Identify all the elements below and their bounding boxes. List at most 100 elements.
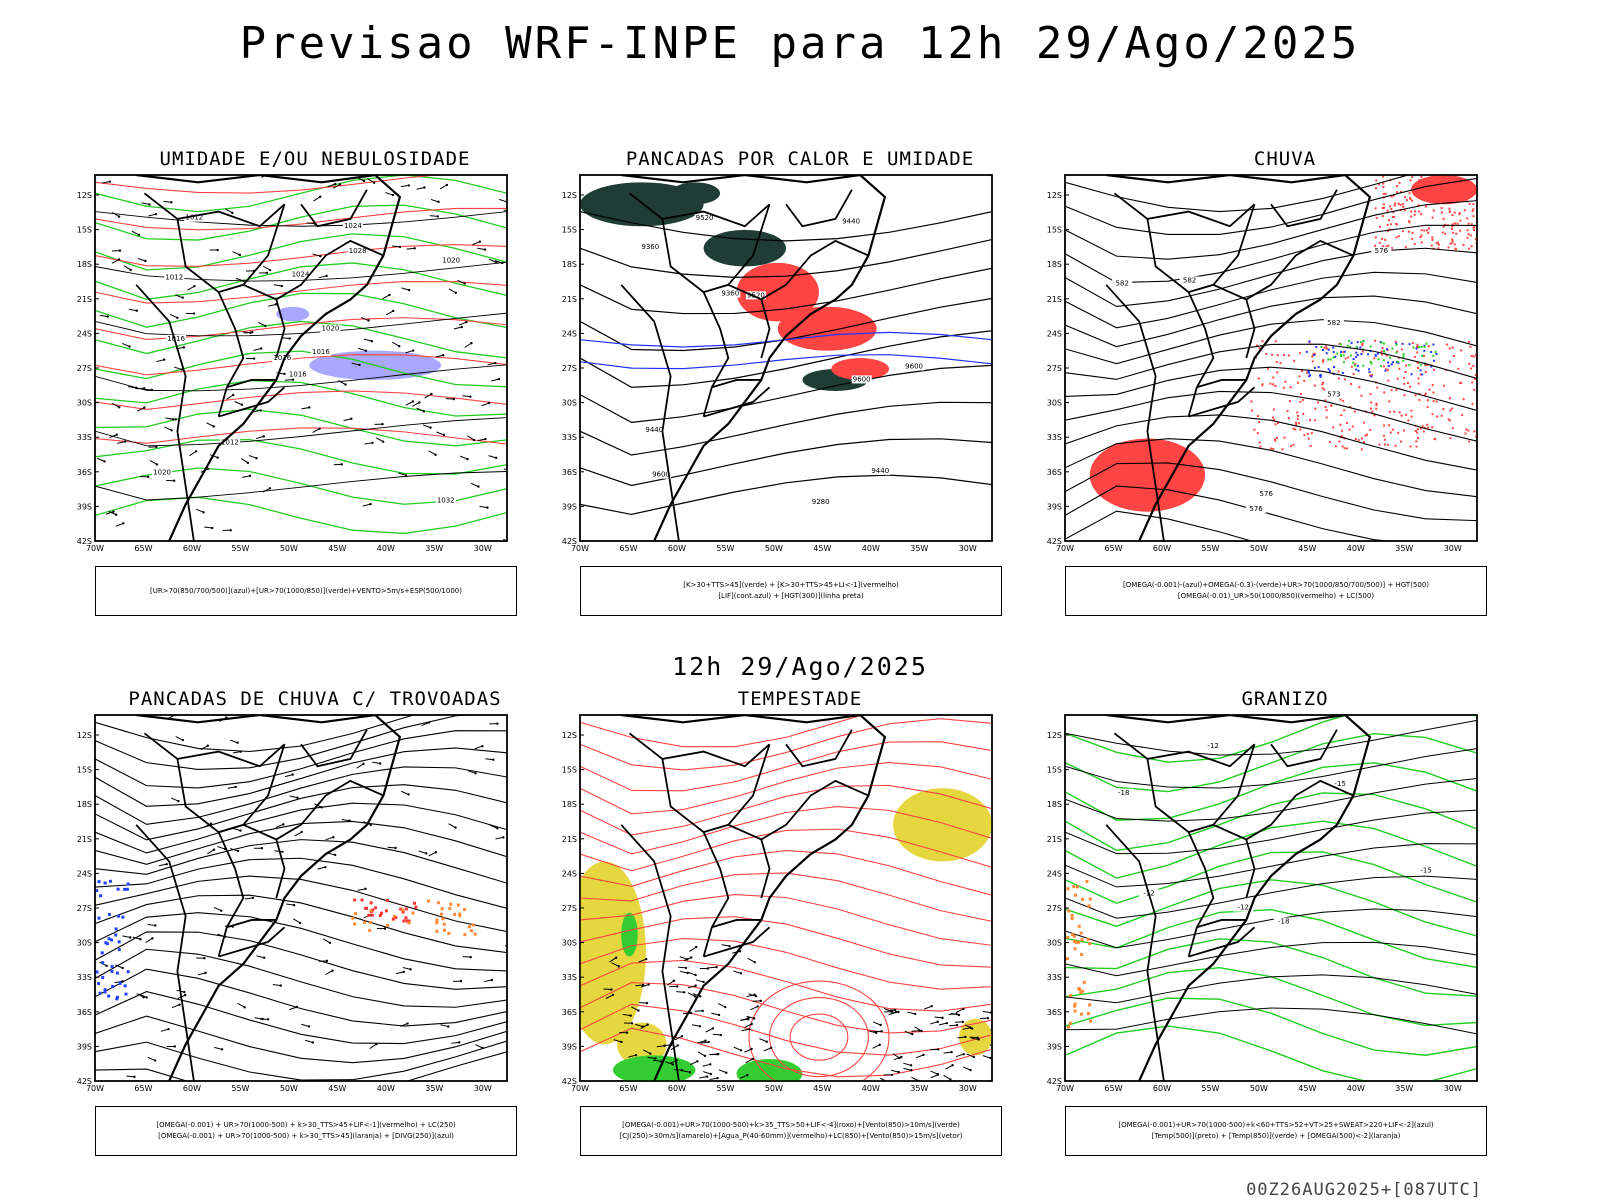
lon-tick-label: 35W: [910, 1084, 928, 1093]
lon-tick-label: 55W: [716, 1084, 734, 1093]
lon-tick-label: 40W: [862, 544, 880, 553]
lat-tick-label: 36S: [562, 468, 577, 477]
lat-tick-label: 36S: [562, 1008, 577, 1017]
storm-fields: [580, 715, 992, 1081]
lon-tick-label: 65W: [134, 1084, 152, 1093]
lon-tick-label: 35W: [1395, 544, 1413, 553]
lon-tick-label: 45W: [328, 544, 346, 553]
lat-tick-label: 39S: [562, 502, 577, 511]
contour-label: 573: [1327, 390, 1340, 398]
plot-area: [94, 714, 508, 1082]
lat-tick-label: 33S: [1047, 973, 1062, 982]
lat-tick-label: 27S: [77, 904, 92, 913]
lat-tick-label: 27S: [562, 904, 577, 913]
lat-tick-label: 12S: [1047, 731, 1062, 740]
political-borders: [620, 175, 887, 541]
lat-tick-label: 18S: [1047, 800, 1062, 809]
lat-tick-label: 36S: [77, 1008, 92, 1017]
lon-tick-label: 55W: [1201, 1084, 1219, 1093]
lat-tick-label: 42S: [1047, 537, 1062, 546]
lon-tick-label: 30W: [474, 544, 492, 553]
map-rain: 582 582 582 576 576 576 573 12S 15S 18S 21S 24S 27S 3…: [1047, 174, 1478, 553]
lat-tick-label: 39S: [77, 502, 92, 511]
lon-tick-label: 60W: [1153, 544, 1171, 553]
contour-label: 9600: [652, 471, 670, 479]
lon-tick-label: 60W: [1153, 1084, 1171, 1093]
contour-label: 1020: [153, 468, 171, 476]
lat-tick-label: 15S: [1047, 766, 1062, 775]
lon-tick-label: 65W: [134, 544, 152, 553]
lon-tick-label: 35W: [425, 1084, 443, 1093]
legend-line: [OMEGA(-0.001) + UR>70(1000-500) + k>30_…: [158, 1132, 454, 1140]
lat-tick-label: 36S: [1047, 468, 1062, 477]
rain-fields: 582 582 582 576 576 576 573: [1065, 175, 1477, 541]
map-frame: [94, 714, 508, 1082]
lat-tick-label: 30S: [77, 399, 92, 408]
lon-tick-label: 30W: [959, 544, 977, 553]
lat-tick-label: 33S: [77, 433, 92, 442]
panel-title: GRANIZO: [1241, 688, 1329, 710]
contour-label: 1028: [349, 247, 367, 255]
lat-tick-label: 12S: [562, 731, 577, 740]
thunder-fields: [95, 715, 507, 1081]
page-title: Previsao WRF-INPE para 12h 29/Ago/2025: [239, 18, 1361, 69]
legend-line: [Temp(500)](preto) + [Temp(850)](verde) …: [1151, 1132, 1401, 1140]
contour-label: 9440: [842, 217, 860, 225]
lon-tick-label: 50W: [765, 1084, 783, 1093]
lat-tick-label: 12S: [1047, 191, 1062, 200]
panel-hail: GRANIZO -12 -15 -15 -12 -18 -12 -18 12S 15S 18S 21…: [1040, 688, 1530, 1158]
lat-tick-label: 42S: [562, 537, 577, 546]
lat-tick-label: 18S: [77, 260, 92, 269]
political-borders: [1105, 175, 1372, 541]
lat-tick-label: 36S: [1047, 1008, 1062, 1017]
contour-label: -12: [1207, 742, 1218, 750]
legend-line: [OMEGA(-0.001)+UR>70(1000-500)+k<60+TTS>…: [1118, 1121, 1434, 1129]
lon-tick-label: 60W: [183, 544, 201, 553]
lon-tick-label: 35W: [910, 544, 928, 553]
contour-label: -18: [1278, 917, 1289, 925]
political-borders: [135, 175, 402, 541]
lon-tick-label: 45W: [813, 1084, 831, 1093]
lon-tick-label: 45W: [328, 1084, 346, 1093]
contour-label: 1024: [292, 271, 310, 279]
lat-tick-label: 42S: [77, 1077, 92, 1086]
lat-tick-label: 21S: [77, 835, 92, 844]
lat-tick-label: 24S: [77, 869, 92, 878]
lat-tick-label: 21S: [562, 295, 577, 304]
contour-label: 1012: [185, 214, 203, 222]
lat-tick-label: 21S: [77, 295, 92, 304]
legend-line: [LIF](cont.azul) + [HGT(300)](linha pret…: [718, 592, 864, 600]
contour-label: -12: [1237, 904, 1248, 912]
legend-box: [OMEGA(-0.001)+UR>70(1000-500)+k>35_TTS>…: [580, 1106, 1002, 1156]
lon-tick-label: 55W: [716, 544, 734, 553]
lat-tick-label: 33S: [562, 433, 577, 442]
lat-tick-label: 21S: [1047, 835, 1062, 844]
legend-line: [OMEGA(-0.01)_UR>50(1000/850)(vermelho) …: [1177, 592, 1375, 600]
panel-title: CHUVA: [1253, 148, 1317, 170]
lat-tick-label: 15S: [1047, 226, 1062, 235]
lat-tick-label: 27S: [77, 364, 92, 373]
lat-tick-label: 21S: [562, 835, 577, 844]
middle-title: 12h 29/Ago/2025: [672, 652, 928, 681]
lat-tick-label: 27S: [562, 364, 577, 373]
lat-tick-label: 24S: [1047, 869, 1062, 878]
panel-heat-showers: PANCADAS POR CALOR E UMIDADE 9600 9600 960…: [555, 148, 1045, 618]
contour-label: 1016: [273, 354, 291, 362]
heat-shower-fields: 9600 9600 9600 9520 9520 9440 9440 9440 9360 9280…: [580, 182, 992, 516]
run-stamp: 00Z26AUG2025+[087UTC]: [1246, 1180, 1482, 1200]
humidity-fields: 1016 1012 1016 1020 1020 1012 1024 1024 1028 1016…: [95, 175, 507, 541]
map-humidity: 1016 1012 1016 1020 1020 1012 1024 1024 1028 1016…: [77, 174, 508, 553]
lon-tick-label: 30W: [1444, 1084, 1462, 1093]
lon-tick-label: 50W: [1250, 1084, 1268, 1093]
lat-tick-label: 33S: [562, 973, 577, 982]
contour-label: 9440: [645, 426, 663, 434]
lon-tick-label: 55W: [1201, 544, 1219, 553]
lon-tick-label: 65W: [1104, 1084, 1122, 1093]
panel-title: PANCADAS DE CHUVA C/ TROVOADAS: [128, 688, 502, 710]
political-borders: [135, 715, 402, 1081]
lat-tick-label: 39S: [562, 1042, 577, 1051]
lat-tick-label: 18S: [562, 260, 577, 269]
lon-tick-label: 45W: [1298, 1084, 1316, 1093]
lon-tick-label: 50W: [280, 544, 298, 553]
